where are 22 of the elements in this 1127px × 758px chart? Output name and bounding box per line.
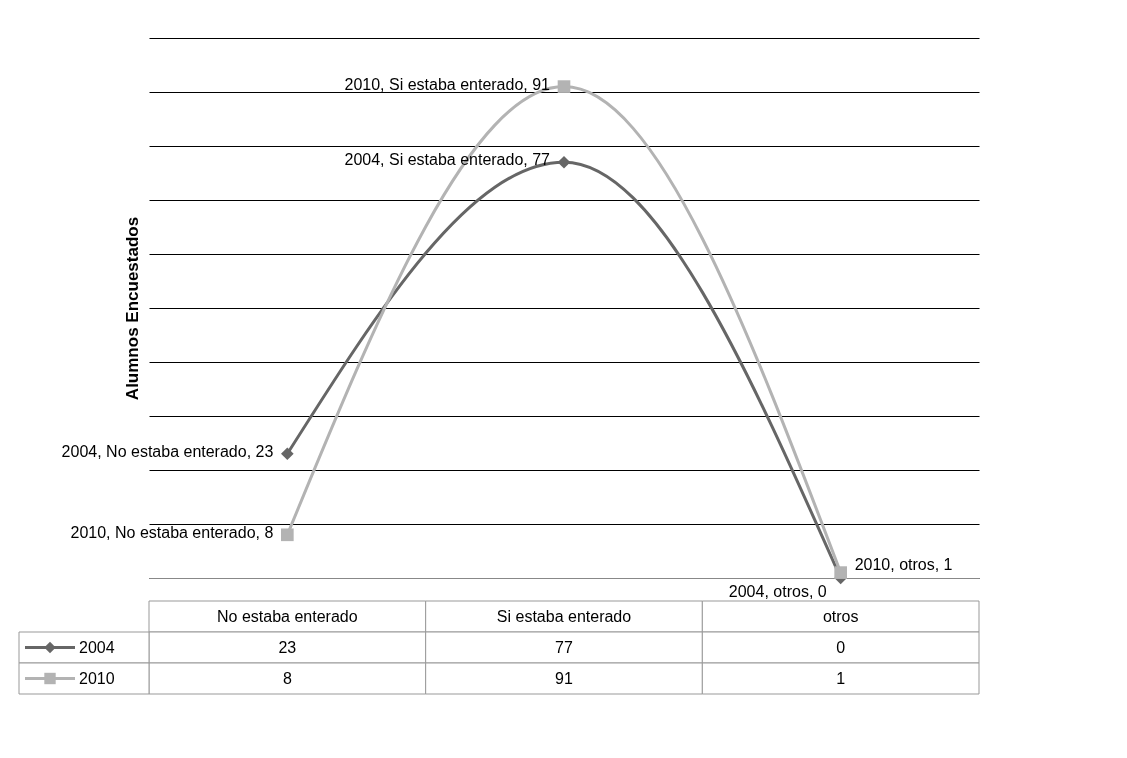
point	[557, 155, 571, 169]
data-label: 8	[282, 669, 292, 687]
annotation: 2004, No estaba enterado, 23	[61, 442, 274, 460]
point	[557, 80, 571, 93]
data-label: 91	[555, 669, 573, 687]
legend-label: 2004	[79, 638, 115, 656]
annotation: 2010, otros, 1	[854, 555, 953, 573]
point	[834, 566, 847, 579]
data-label: 0	[836, 638, 846, 656]
data-label: 1	[836, 669, 846, 687]
point	[281, 528, 294, 542]
annotation: 2010, Si estaba enterado, 91	[344, 75, 551, 93]
y-axis-title: Alumnos Encuestados	[122, 216, 142, 401]
data-label: 77	[555, 638, 573, 656]
annotation: 2010, No estaba enterado, 8	[70, 523, 274, 541]
x-tick-label: otros	[822, 607, 859, 625]
x-tick-label: Si estaba enterado	[496, 607, 632, 625]
data-label: 23	[278, 638, 297, 656]
annotation: 2004, otros, 0	[728, 583, 827, 600]
point	[281, 447, 294, 461]
x-tick-label: No estaba enterado	[217, 607, 358, 625]
legend-label: 2010	[79, 669, 115, 687]
